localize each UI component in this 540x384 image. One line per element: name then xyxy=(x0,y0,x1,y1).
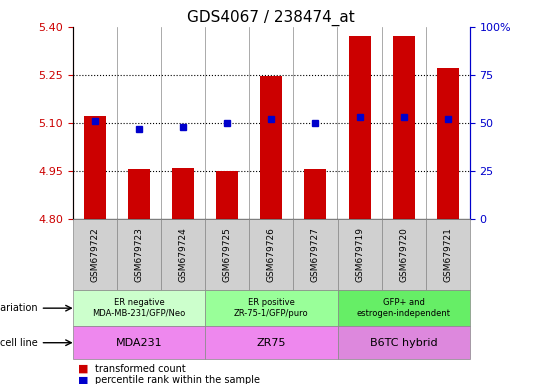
Bar xyxy=(338,219,382,290)
Bar xyxy=(426,219,470,290)
Bar xyxy=(305,169,327,219)
Text: MDA231: MDA231 xyxy=(116,338,163,348)
Text: percentile rank within the sample: percentile rank within the sample xyxy=(94,375,260,384)
Bar xyxy=(73,219,117,290)
Bar xyxy=(338,290,470,326)
Text: genotype/variation: genotype/variation xyxy=(0,303,38,313)
Bar xyxy=(437,68,459,219)
Bar xyxy=(73,290,205,326)
Bar xyxy=(216,171,238,219)
Bar xyxy=(393,36,415,219)
Bar xyxy=(382,219,426,290)
Bar xyxy=(161,219,205,290)
Text: GSM679721: GSM679721 xyxy=(443,227,452,282)
Bar xyxy=(205,219,249,290)
Text: cell line: cell line xyxy=(0,338,38,348)
Bar xyxy=(128,169,150,219)
Bar xyxy=(249,219,293,290)
Bar xyxy=(117,219,161,290)
Bar xyxy=(73,326,205,359)
Text: GFP+ and
estrogen-independent: GFP+ and estrogen-independent xyxy=(356,298,451,318)
Text: GSM679725: GSM679725 xyxy=(223,227,232,282)
Bar xyxy=(338,326,470,359)
Text: GSM679724: GSM679724 xyxy=(179,227,188,282)
Text: ■: ■ xyxy=(78,364,89,374)
Bar xyxy=(205,326,338,359)
Text: GSM679722: GSM679722 xyxy=(91,227,99,282)
Bar xyxy=(348,36,370,219)
Text: GSM679719: GSM679719 xyxy=(355,227,364,282)
Text: ■: ■ xyxy=(78,375,89,384)
Bar xyxy=(84,116,106,219)
Bar xyxy=(260,76,282,219)
Bar xyxy=(205,290,338,326)
Text: GSM679727: GSM679727 xyxy=(311,227,320,282)
Text: ZR75: ZR75 xyxy=(256,338,286,348)
Text: GSM679726: GSM679726 xyxy=(267,227,276,282)
Text: B6TC hybrid: B6TC hybrid xyxy=(370,338,437,348)
Text: ER negative
MDA-MB-231/GFP/Neo: ER negative MDA-MB-231/GFP/Neo xyxy=(92,298,186,318)
Text: transformed count: transformed count xyxy=(94,364,185,374)
Text: GSM679723: GSM679723 xyxy=(134,227,144,282)
Bar xyxy=(172,168,194,219)
Text: GSM679720: GSM679720 xyxy=(399,227,408,282)
Bar xyxy=(293,219,338,290)
Text: ER positive
ZR-75-1/GFP/puro: ER positive ZR-75-1/GFP/puro xyxy=(234,298,309,318)
Title: GDS4067 / 238474_at: GDS4067 / 238474_at xyxy=(187,9,355,25)
